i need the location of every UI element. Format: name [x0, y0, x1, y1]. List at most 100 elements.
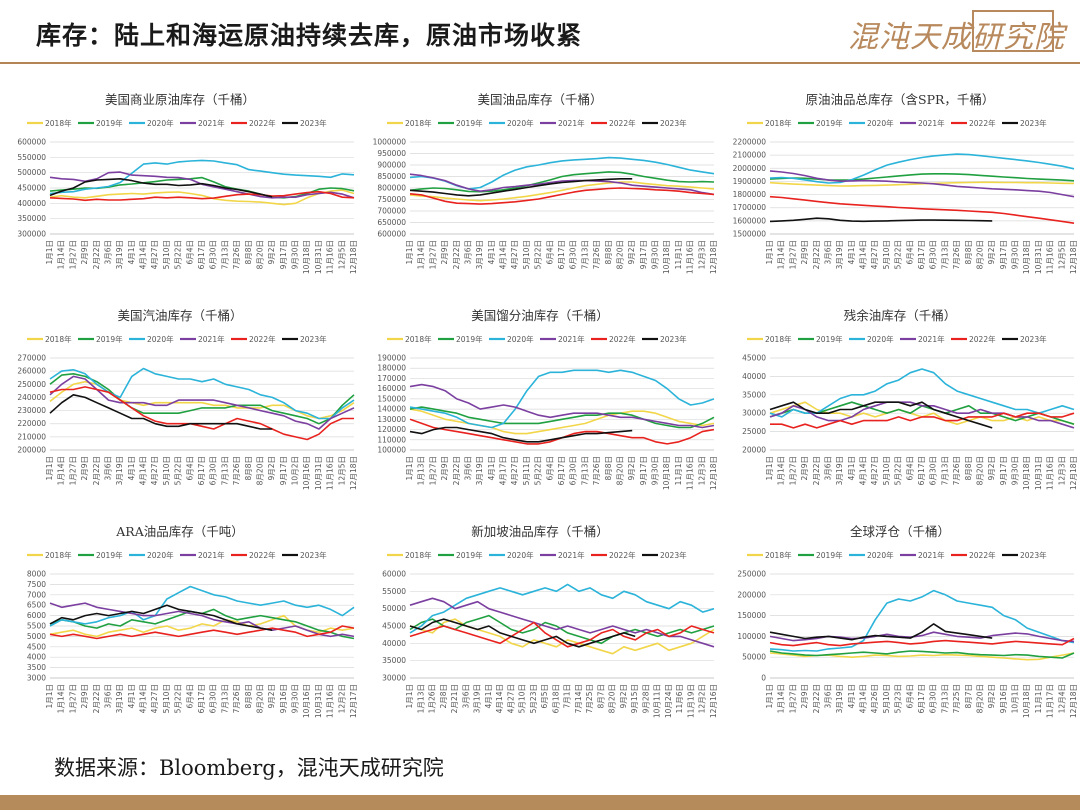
x-tick-label: 1月27日 [788, 240, 797, 269]
x-tick-label: 12月4日 [1057, 684, 1066, 713]
x-tick-label: 4月1日 [484, 684, 493, 709]
legend-label: 2022年 [969, 118, 996, 128]
logo-frame [972, 10, 1054, 52]
series-line [409, 597, 715, 648]
y-tick-label: 1600000 [733, 216, 767, 225]
x-tick-label: 5月22日 [894, 240, 903, 269]
x-tick-label: 1月27日 [428, 240, 437, 269]
legend-item: 2023年 [1002, 118, 1047, 128]
legend-label: 2022年 [249, 334, 276, 344]
x-tick-label: 8月8日 [604, 240, 613, 265]
legend-item: 2023年 [282, 118, 327, 128]
x-tick-label: 6月30日 [209, 684, 218, 713]
x-tick-label: 12月18日 [349, 240, 358, 274]
x-tick-label: 9月2日 [987, 684, 996, 709]
x-tick-label: 10月24日 [664, 684, 673, 718]
legend-label: 2020年 [147, 550, 174, 560]
x-tick-label: 12月3日 [697, 240, 706, 269]
x-tick-label: 2月22日 [812, 684, 821, 713]
x-tick-label: 12月2日 [337, 684, 346, 713]
legend-label: 2019年 [816, 334, 843, 344]
x-tick-label: 12月16日 [709, 684, 718, 718]
x-tick-label: 8月20日 [255, 684, 264, 713]
legend-label: 2021年 [918, 334, 945, 344]
x-tick-label: 11月16日 [1046, 240, 1055, 274]
x-tick-label: 1月1日 [405, 456, 414, 481]
x-tick-label: 5月10日 [162, 456, 171, 485]
x-tick-label: 4月14日 [859, 456, 868, 485]
x-tick-label: 10月18日 [1022, 240, 1031, 274]
legend-label: 2020年 [507, 550, 534, 560]
y-tick-label: 4500 [27, 642, 46, 651]
x-tick-label: 9月15日 [630, 684, 639, 713]
legend-item: 2020年 [849, 550, 894, 560]
legend-item: 2019年 [798, 118, 843, 128]
chart-title: ARA油品库存（千吨） [115, 524, 243, 539]
x-tick-label: 1月1日 [45, 240, 54, 265]
x-tick-label: 9月2日 [267, 684, 276, 709]
series-line [49, 386, 354, 441]
legend-label: 2023年 [1020, 118, 1047, 128]
chart-singapore-products: 新加坡油品库存（千桶） 2018年 2019年 2020年 2021年 2022年 2023… [382, 524, 718, 718]
x-tick-label: 10月2日 [291, 456, 300, 485]
x-tick-label: 5月22日 [894, 456, 903, 485]
y-tick-label: 200000 [737, 590, 766, 599]
legend-item: 2020年 [129, 334, 174, 344]
x-tick-label: 12月5日 [1057, 240, 1066, 269]
x-tick-label: 9月17日 [639, 456, 648, 485]
x-tick-label: 8月20日 [975, 684, 984, 713]
x-tick-label: 8月20日 [255, 240, 264, 269]
legend-label: 2018年 [405, 334, 432, 344]
y-tick-label: 600000 [377, 230, 406, 239]
legend-label: 2020年 [507, 118, 534, 128]
chart-title: 美国汽油库存（千桶） [117, 308, 242, 323]
legend-label: 2022年 [609, 550, 636, 560]
x-tick-label: 5月11日 [522, 456, 531, 485]
x-tick-label: 5月22日 [534, 240, 543, 269]
x-tick-label: 6月30日 [929, 456, 938, 485]
y-tick-label: 700000 [377, 207, 406, 216]
x-tick-label: 2月22日 [812, 456, 821, 485]
y-tick-label: 150000 [377, 394, 406, 403]
x-tick-label: 10月18日 [302, 240, 311, 274]
y-tick-label: 8000 [27, 570, 46, 579]
legend-item: 2022年 [951, 334, 996, 344]
legend-item: 2018年 [27, 118, 72, 128]
x-tick-label: 11月6日 [675, 684, 684, 713]
series-line [769, 368, 1075, 418]
x-tick-label: 7月14日 [574, 684, 583, 713]
series-line [409, 618, 636, 648]
legend-item: 2020年 [489, 118, 534, 128]
x-tick-label: 1月1日 [405, 684, 414, 709]
x-tick-label: 4月14日 [495, 684, 504, 713]
x-tick-label: 12月18日 [349, 456, 358, 490]
x-tick-label: 1月14日 [57, 684, 66, 713]
legend-item: 2020年 [849, 118, 894, 128]
y-tick-label: 3000 [27, 674, 46, 683]
legend-item: 2022年 [591, 334, 636, 344]
y-tick-label: 40000 [382, 639, 406, 648]
x-tick-label: 3月19日 [115, 456, 124, 485]
y-tick-label: 5500 [27, 622, 46, 631]
y-tick-label: 55000 [382, 587, 406, 596]
x-tick-label: 8月7日 [964, 684, 973, 709]
x-tick-label: 9月2日 [987, 456, 996, 481]
x-tick-label: 3月19日 [835, 456, 844, 485]
chart-title: 美国馏分油库存（千桶） [471, 308, 609, 323]
x-tick-label: 4月1日 [487, 456, 496, 481]
chart-title: 原油油品总库存（含SPR，千桶） [806, 92, 995, 107]
x-tick-label: 6月4日 [905, 456, 914, 481]
y-tick-label: 45000 [382, 622, 406, 631]
x-tick-label: 6月30日 [929, 240, 938, 269]
legend-item: 2019年 [798, 550, 843, 560]
series-line [769, 637, 1075, 647]
x-tick-label: 8月20日 [255, 456, 264, 485]
x-tick-label: 5月22日 [174, 456, 183, 485]
x-tick-label: 6月17日 [557, 456, 566, 485]
y-tick-label: 100000 [377, 446, 406, 455]
x-tick-label: 1月14日 [777, 240, 786, 269]
x-tick-label: 3月19日 [115, 684, 124, 713]
legend-item: 2022年 [231, 118, 276, 128]
series-line [769, 153, 1075, 184]
y-tick-label: 250000 [17, 380, 46, 389]
